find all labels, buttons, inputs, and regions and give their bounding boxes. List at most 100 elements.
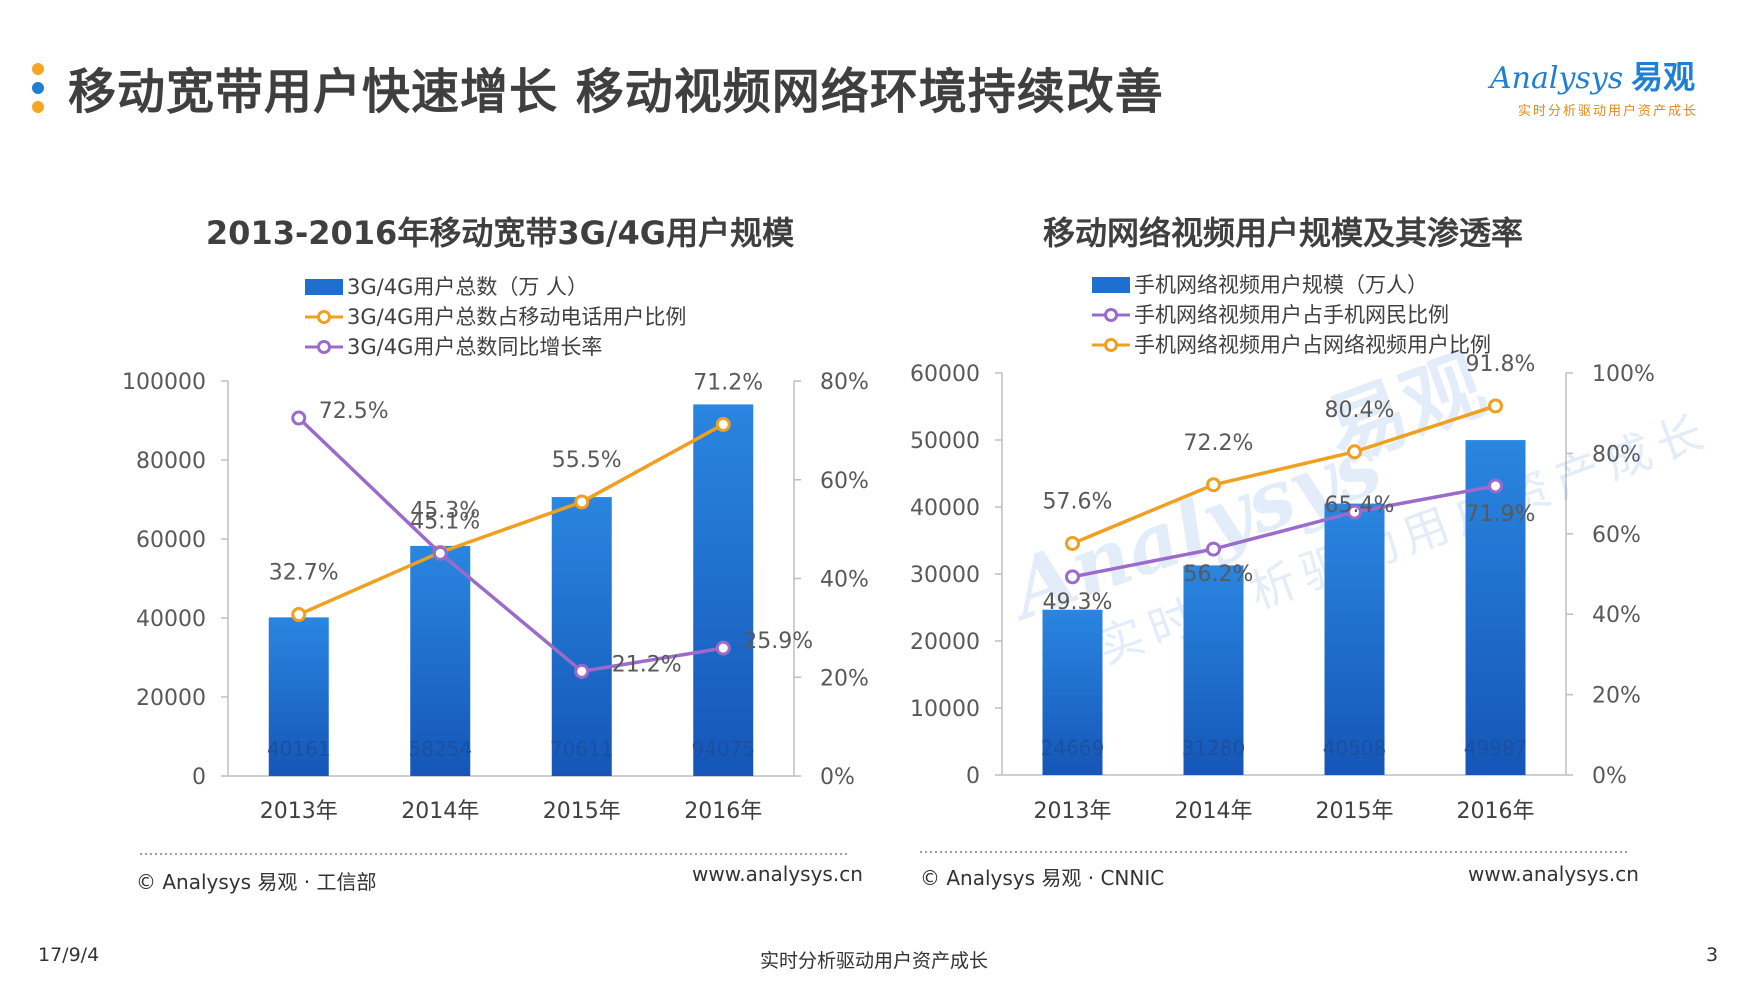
y-tick-label: 0 — [192, 765, 206, 790]
bar — [1042, 609, 1103, 775]
series-point-orange — [715, 416, 731, 432]
series-data-label: 25.9% — [743, 629, 813, 654]
y-tick-label: 30000 — [910, 563, 980, 588]
y2-tick-label: 20% — [820, 666, 869, 691]
series-point-orange — [574, 494, 590, 510]
y2-tick-label: 0% — [1592, 764, 1627, 789]
bar-value-label: 49987 — [1464, 736, 1528, 760]
y-tick-label: 0 — [966, 764, 980, 789]
chart1-source: © Analysys 易观 · 工信部 — [136, 870, 377, 894]
series-point-purple — [715, 640, 731, 656]
logo-text: Analysys — [1490, 61, 1624, 96]
title-bullet-dots — [32, 63, 46, 120]
legend-swatch-bar — [1092, 277, 1130, 293]
legend-swatch-marker — [317, 340, 331, 354]
y2-tick-label: 0% — [820, 765, 855, 790]
bar-value-label: 94075 — [691, 737, 755, 761]
bar-value-label: 24669 — [1041, 736, 1105, 760]
y-tick-label: 100000 — [122, 370, 206, 395]
bar — [1183, 565, 1244, 775]
bar-value-label: 31280 — [1182, 736, 1246, 760]
bullet-dot — [32, 82, 44, 94]
logo-cn: 易观 — [1631, 58, 1696, 96]
series-line-orange — [298, 422, 725, 617]
series-line-purple — [1072, 484, 1496, 579]
chart-title: 2013-2016年移动宽带3G/4G用户规模 — [206, 214, 794, 252]
series-data-label: 65.4% — [1325, 493, 1395, 518]
y2-tick-label: 40% — [820, 568, 869, 593]
x-tick-label: 2016年 — [684, 799, 762, 824]
legend-swatch-marker — [1104, 308, 1118, 322]
page-number: 3 — [1706, 944, 1719, 966]
series-point-orange — [1347, 444, 1362, 460]
x-tick-label: 2015年 — [543, 799, 621, 824]
chart1-url[interactable]: www.analysys.cn — [692, 862, 863, 886]
y-tick-label: 40000 — [136, 607, 206, 632]
series-data-label: 72.2% — [1184, 431, 1254, 456]
y-tick-label: 20000 — [136, 686, 206, 711]
series-data-label: 80.4% — [1325, 398, 1395, 423]
series-data-label: 57.6% — [1043, 489, 1113, 514]
y2-tick-label: 20% — [1592, 684, 1641, 709]
chart-title: 移动网络视频用户规模及其渗透率 — [1043, 214, 1523, 252]
logo-tagline: 实时分析驱动用户资产成长 — [1518, 104, 1699, 119]
series-point-purple — [432, 545, 448, 561]
bar — [551, 497, 612, 776]
page-title: 移动宽带用户快速增长 移动视频网络环境持续改善 — [68, 64, 1164, 120]
x-tick-label: 2016年 — [1457, 799, 1535, 824]
x-tick-label: 2015年 — [1316, 799, 1394, 824]
y-tick-label: 40000 — [910, 496, 980, 521]
series-data-label: 32.7% — [269, 561, 339, 586]
series-data-label: 45.3% — [410, 498, 480, 523]
series-data-label: 71.2% — [693, 370, 763, 395]
bar-value-label: 70611 — [550, 737, 614, 761]
legend-swatch-bar — [305, 279, 343, 295]
chart2-url[interactable]: www.analysys.cn — [1468, 862, 1639, 886]
series-point-purple — [574, 663, 590, 679]
series-point-purple — [1488, 478, 1503, 494]
y2-tick-label: 100% — [1592, 362, 1655, 387]
series-point-purple — [1065, 569, 1080, 585]
bar — [410, 545, 471, 776]
series-line-orange — [1071, 404, 1497, 546]
y-tick-label: 20000 — [910, 630, 980, 655]
y-tick-label: 60000 — [910, 362, 980, 387]
bar-value-label: 40161 — [267, 737, 331, 761]
bar — [1465, 440, 1526, 775]
x-tick-label: 2013年 — [260, 799, 338, 824]
series-point-orange — [1206, 477, 1221, 493]
bar — [693, 404, 754, 776]
bar — [268, 617, 329, 776]
y-tick-label: 10000 — [910, 697, 980, 722]
y2-tick-label: 60% — [1592, 523, 1641, 548]
legend-label: 3G/4G用户总数同比增长率 — [347, 335, 602, 359]
chart2-source: © Analysys 易观 · CNNIC — [920, 866, 1165, 890]
series-data-label: 55.5% — [552, 448, 622, 473]
series-point-orange — [1065, 535, 1080, 551]
y-tick-label: 50000 — [910, 429, 980, 454]
x-tick-label: 2014年 — [401, 799, 479, 824]
bar-value-label: 58254 — [408, 737, 472, 761]
legend-label: 3G/4G用户总数（万 人） — [347, 275, 588, 299]
series-data-label: 91.8% — [1466, 352, 1536, 377]
bar-value-label: 40508 — [1323, 736, 1387, 760]
series-point-orange — [291, 607, 307, 623]
series-data-label: 56.2% — [1184, 562, 1254, 587]
y2-tick-label: 80% — [1592, 442, 1641, 467]
x-tick-label: 2014年 — [1175, 799, 1253, 824]
y2-tick-label: 40% — [1592, 603, 1641, 628]
slide-date: 17/9/4 — [38, 944, 100, 966]
bullet-dot — [32, 63, 44, 75]
series-line-purple — [297, 416, 724, 674]
y2-tick-label: 80% — [820, 370, 869, 395]
series-point-purple — [1347, 504, 1362, 520]
series-data-label: 49.3% — [1043, 590, 1113, 615]
legend-swatch-marker — [1104, 338, 1118, 352]
series-point-purple — [291, 410, 307, 426]
legend-label: 手机网络视频用户占手机网民比例 — [1134, 303, 1449, 327]
series-data-label: 45.1% — [410, 509, 480, 534]
legend-label: 手机网络视频用户规模（万人） — [1134, 273, 1428, 297]
series-data-label: 72.5% — [319, 399, 389, 424]
series-data-label: 71.9% — [1466, 502, 1536, 527]
